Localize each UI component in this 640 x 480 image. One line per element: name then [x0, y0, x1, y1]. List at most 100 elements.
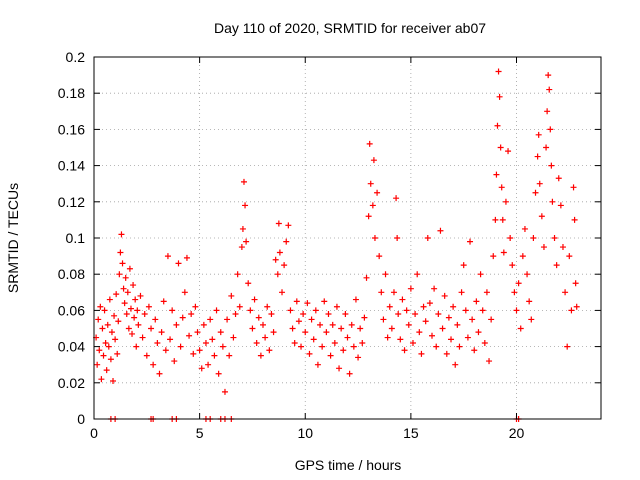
data-point [100, 352, 107, 359]
data-point [535, 131, 542, 138]
data-point [274, 271, 281, 278]
x-tick-label: 10 [297, 425, 313, 441]
data-point [298, 343, 305, 350]
data-point [285, 222, 292, 229]
data-point [219, 343, 226, 350]
data-point [268, 311, 275, 318]
data-point [103, 367, 110, 374]
data-point [409, 339, 416, 346]
data-point [226, 352, 233, 359]
data-point [551, 235, 558, 241]
data-point [243, 238, 250, 245]
data-point [426, 300, 433, 307]
data-point [363, 274, 370, 281]
data-point [183, 254, 190, 261]
data-point [211, 352, 218, 359]
data-point [546, 86, 553, 93]
data-point [190, 350, 197, 357]
data-point [194, 329, 201, 336]
data-point [521, 225, 528, 232]
data-point [490, 253, 497, 260]
data-point [101, 307, 108, 314]
data-point [367, 180, 374, 187]
data-point [566, 253, 573, 260]
data-point [568, 307, 575, 314]
data-point [464, 334, 471, 341]
data-point [125, 325, 132, 332]
data-point [95, 316, 102, 323]
data-point [365, 213, 372, 220]
data-point [173, 321, 180, 328]
data-point [534, 153, 541, 160]
data-point [179, 314, 186, 321]
data-point [348, 321, 355, 328]
data-point [287, 307, 294, 314]
data-point [422, 318, 429, 325]
data-point [319, 343, 326, 350]
data-point [407, 285, 414, 292]
data-point [230, 334, 237, 341]
data-point [123, 311, 130, 318]
data-point [304, 300, 311, 307]
y-tick-label: 0.02 [58, 375, 85, 391]
y-tick-label: 0.1 [66, 230, 86, 246]
data-point [477, 271, 484, 278]
y-tick-label: 0 [77, 411, 85, 427]
data-point [97, 303, 104, 310]
data-point [496, 93, 503, 100]
data-point [116, 271, 123, 278]
data-point [467, 238, 474, 245]
data-point [114, 350, 121, 357]
y-tick-label: 0.06 [58, 302, 85, 318]
data-point [418, 350, 425, 357]
data-point [499, 216, 506, 223]
data-point [571, 216, 578, 223]
data-point [106, 296, 113, 303]
data-point [126, 265, 133, 272]
data-point [538, 213, 545, 220]
data-point [124, 289, 131, 296]
data-point [439, 325, 446, 332]
x-tick-label: 0 [90, 425, 98, 441]
data-point [414, 271, 421, 278]
y-tick-label: 0.16 [58, 121, 85, 137]
data-point [104, 321, 111, 328]
data-point [105, 343, 112, 350]
data-point [545, 72, 552, 79]
data-point [448, 336, 455, 343]
data-point [99, 325, 106, 332]
data-point [344, 334, 351, 341]
data-point [502, 198, 509, 205]
data-point [167, 336, 174, 343]
data-point [458, 289, 465, 296]
data-point [279, 289, 286, 296]
data-point [443, 350, 450, 357]
data-point [272, 256, 279, 263]
data-point [260, 321, 266, 328]
data-point [350, 343, 357, 350]
data-point [424, 235, 431, 241]
data-point [528, 316, 535, 323]
data-point [435, 311, 442, 318]
data-point [393, 195, 400, 202]
data-point [255, 314, 262, 321]
data-point [526, 298, 533, 305]
data-point [111, 312, 118, 319]
data-point [150, 361, 157, 368]
data-point [196, 347, 203, 354]
data-point [462, 307, 469, 314]
data-point [390, 289, 397, 296]
data-point [329, 321, 336, 328]
data-point [420, 303, 427, 310]
data-point [401, 347, 408, 354]
data-point [321, 298, 328, 305]
y-tick-label: 0.14 [58, 158, 85, 174]
grid-lines [94, 57, 601, 419]
data-point [431, 285, 438, 292]
data-point [117, 249, 124, 256]
data-point [281, 262, 288, 269]
data-point [306, 350, 313, 357]
data-point [405, 321, 412, 328]
data-point [433, 343, 440, 350]
